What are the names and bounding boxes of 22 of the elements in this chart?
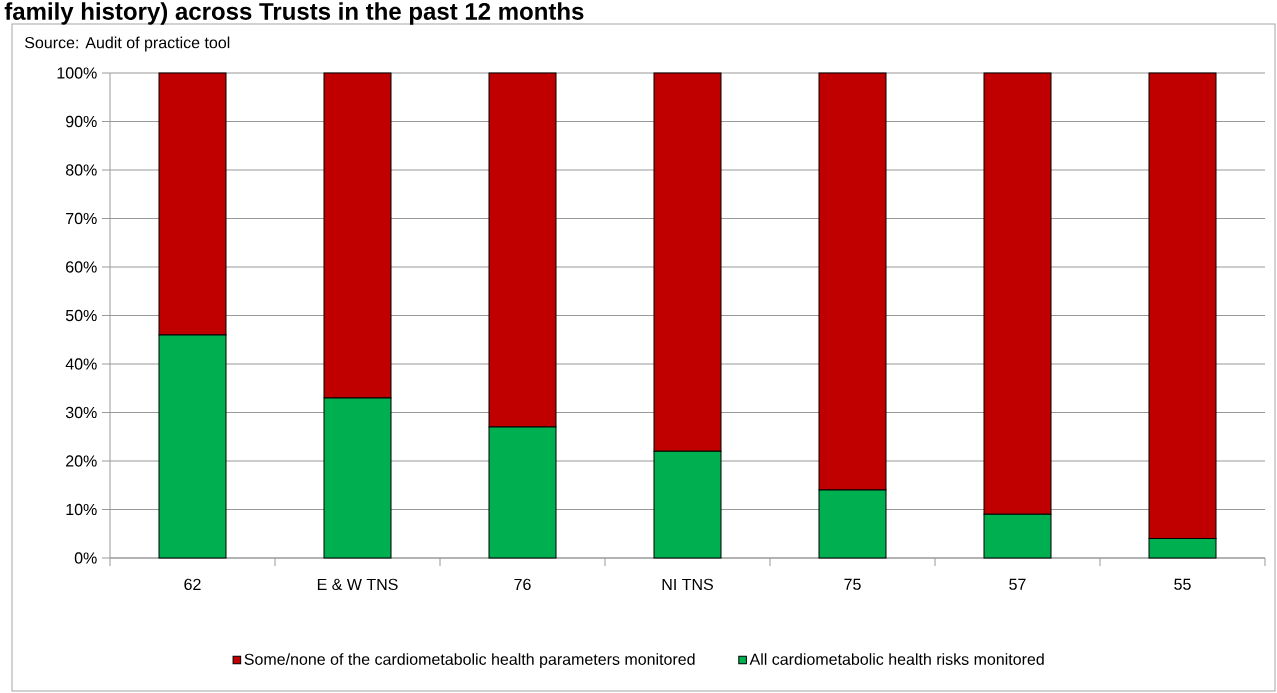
x-tick-label: E & W TNS — [317, 578, 398, 591]
x-tick-label: 62 — [184, 578, 201, 591]
legend-label: Some/none of the cardiometabolic health parameters monitored — [244, 653, 695, 669]
y-tick-label: 100% — [57, 67, 97, 79]
legend-label: All cardiometabolic health risks monitored — [749, 653, 1044, 665]
y-tick-label: 30% — [65, 406, 97, 419]
y-tick-label: 0% — [74, 552, 97, 564]
y-tick-label: 90% — [66, 115, 97, 128]
y-tick-label: 60% — [66, 261, 97, 273]
x-tick-label: 57 — [1009, 578, 1026, 590]
x-tick-label: 76 — [514, 578, 531, 591]
source-note: Source: Audit of practice tool — [25, 36, 230, 52]
y-tick-label: 50% — [65, 309, 97, 322]
y-tick-label: 40% — [65, 358, 97, 370]
x-tick-label: 55 — [1174, 578, 1191, 590]
y-tick-label: 10% — [66, 503, 97, 516]
x-tick-label: 75 — [844, 578, 861, 590]
y-tick-label: 80% — [65, 164, 97, 176]
y-tick-label: 20% — [66, 455, 97, 467]
chart-title: family history) across Trusts in the past 12 months — [4, 2, 584, 25]
x-tick-label: NI TNS — [662, 578, 713, 591]
y-tick-label: 70% — [66, 212, 97, 225]
